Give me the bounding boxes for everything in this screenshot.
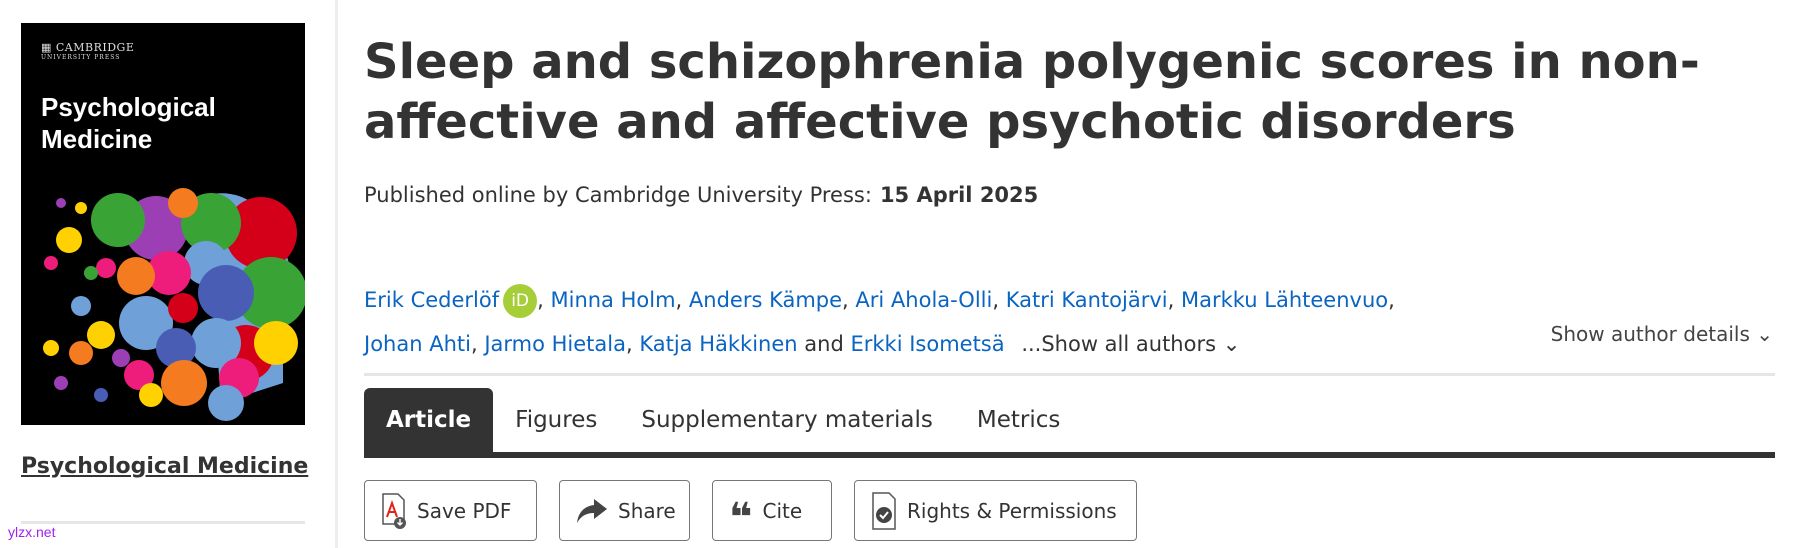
save-pdf-button[interactable]: Save PDF [364, 480, 537, 541]
cover-title: Psychological Medicine [41, 92, 216, 154]
chevron-down-icon: ⌄ [1222, 332, 1241, 356]
tab-underline [364, 452, 1775, 458]
author-link[interactable]: Erik Cederlöf [364, 288, 500, 312]
divider [364, 373, 1775, 376]
pdf-download-icon [382, 492, 406, 529]
author-link[interactable]: Markku Lähteenvuo [1180, 288, 1389, 312]
article-title: Sleep and schizophrenia polygenic scores… [364, 34, 1700, 150]
publication-info: Published online by Cambridge University… [364, 183, 1039, 207]
cite-button[interactable]: ❝ Cite [712, 480, 832, 541]
cambridge-logo: ▦ CAMBRIDGE UNIVERSITY PRESS [41, 41, 135, 61]
author-list: Erik Cederlöf iD, Minna Holm, Anders Kämp… [364, 278, 1464, 366]
author-link[interactable]: Ari Ahola-Olli [855, 288, 993, 312]
published-date: 15 April 2025 [879, 183, 1039, 207]
share-icon [577, 498, 607, 523]
quote-icon: ❝ [729, 494, 753, 541]
column-divider [335, 0, 338, 548]
chevron-down-icon: ⌄ [1756, 322, 1773, 346]
journal-cover-image[interactable]: ▦ CAMBRIDGE UNIVERSITY PRESS Psychologica… [21, 23, 305, 425]
tab-metrics[interactable]: Metrics [976, 407, 1061, 433]
tab-figures[interactable]: Figures [515, 407, 598, 433]
show-all-authors-button[interactable]: ...Show all authors ⌄ [1021, 332, 1241, 356]
article-tabs: Article Figures Supplementary materials … [364, 388, 1082, 452]
document-check-icon [872, 491, 896, 530]
cover-artwork [43, 188, 305, 421]
rights-permissions-button[interactable]: Rights & Permissions [854, 480, 1137, 541]
show-author-details-button[interactable]: Show author details ⌄ [1550, 322, 1773, 346]
author-link[interactable]: Erkki Isometsä [850, 332, 1005, 356]
share-button[interactable]: Share [559, 480, 690, 541]
tab-article[interactable]: Article [364, 388, 494, 452]
watermark: ylzx.net [8, 524, 56, 540]
sidebar-divider [21, 521, 305, 524]
author-link[interactable]: Anders Kämpe [688, 288, 843, 312]
author-link[interactable]: Johan Ahti [364, 332, 471, 356]
author-link[interactable]: Katri Kantojärvi [1005, 288, 1168, 312]
orcid-icon[interactable]: iD [503, 284, 538, 318]
author-link[interactable]: Jarmo Hietala [484, 332, 626, 356]
tab-supplementary-materials[interactable]: Supplementary materials [641, 407, 933, 433]
journal-link[interactable]: Psychological Medicine [21, 454, 309, 479]
author-link[interactable]: Katja Häkkinen [639, 332, 798, 356]
author-link[interactable]: Minna Holm [550, 288, 676, 312]
